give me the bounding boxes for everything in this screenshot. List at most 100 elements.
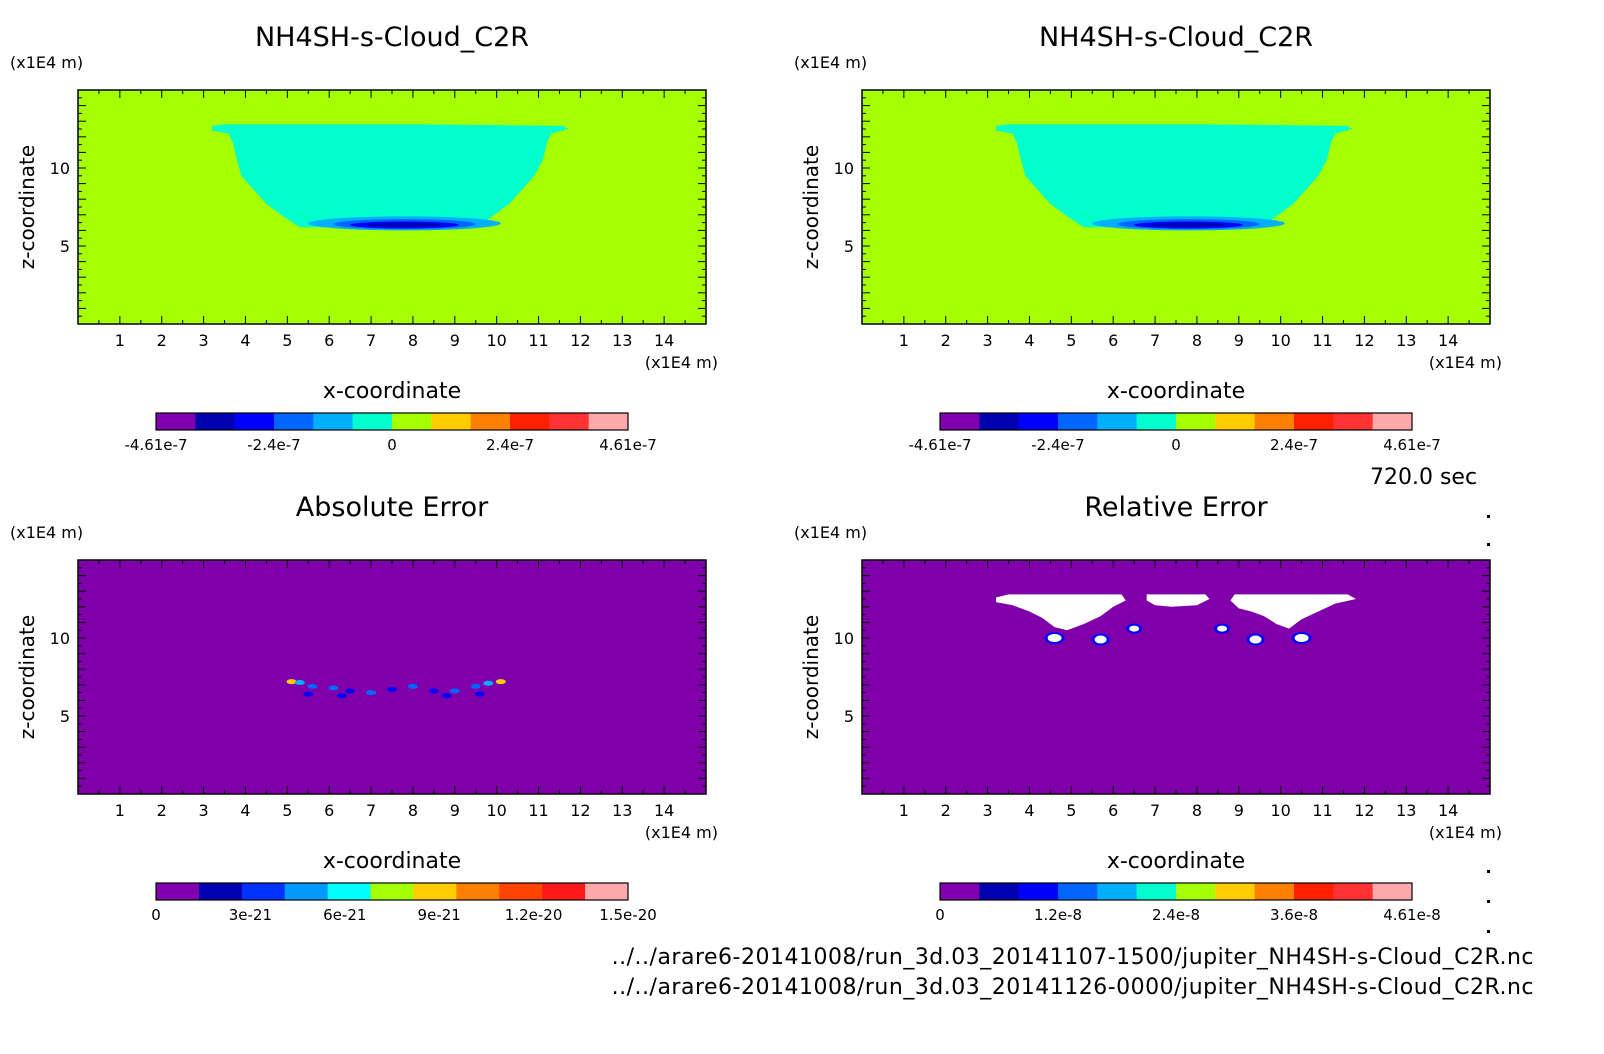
time-label: 720.0 sec (1370, 465, 1478, 490)
x-tick-label: 12 (1354, 801, 1374, 820)
colorbar-tick-label: 1.5e-20 (599, 906, 657, 924)
x-tick-label: 9 (450, 331, 460, 350)
x-tick-label: 2 (157, 801, 167, 820)
colorbar-segment (1333, 883, 1374, 900)
colorbar-segment (1176, 883, 1216, 900)
colorbar-tick-label: 2.4e-7 (1270, 436, 1318, 454)
colorbar-segment (370, 883, 414, 900)
colorbar-segment (940, 413, 980, 430)
chart-title: Absolute Error (296, 492, 489, 523)
chart-panel-4: Relative Error(x1E4 m)1 2 3 4 5 6 7 8 9 10 11 12 13 1… (794, 492, 1502, 924)
y-axis-label: z-coordinate (799, 145, 823, 269)
chart-title: NH4SH-s-Cloud_C2R (255, 22, 529, 53)
colorbar-segment (456, 883, 500, 900)
error-blob (286, 679, 297, 685)
error-blob (495, 679, 506, 685)
colorbar-segment (274, 413, 314, 430)
x-tick-label: 14 (654, 331, 674, 350)
x-tick-label: 8 (408, 801, 418, 820)
colorbar-tick-label: 4.61e-7 (1383, 436, 1441, 454)
error-spot (1249, 635, 1262, 644)
error-spot (1094, 635, 1107, 644)
colorbar-segment (549, 413, 590, 430)
chart-panel-1: NH4SH-s-Cloud_C2R(x1E4 m)1 2 3 4 5 6 7 8 9 10 11 12… (10, 22, 718, 454)
error-blob (428, 688, 439, 694)
y-tick-label: 10 (834, 629, 854, 648)
colorbar-segment (499, 883, 543, 900)
colorbar-tick-label: 1.2e-8 (1034, 906, 1082, 924)
x-tick-label: 8 (1192, 331, 1202, 350)
error-blob (483, 680, 494, 686)
marker-dot (1487, 515, 1490, 518)
undefined-region (995, 594, 1126, 631)
colorbar-segment (198, 883, 243, 900)
error-blob (387, 686, 397, 692)
colorbar-segment (413, 883, 457, 900)
colorbar-tick-label: 0 (935, 906, 945, 924)
colorbar-tick-label: 6e-21 (323, 906, 366, 924)
colorbar-segment (1018, 883, 1059, 900)
colorbar-tick-label: 0 (1171, 436, 1181, 454)
colorbar-segment (1215, 413, 1256, 430)
x-tick-label: 3 (199, 331, 209, 350)
x-tick-label: 4 (240, 801, 250, 820)
error-blob (407, 683, 418, 689)
error-blob (328, 685, 339, 691)
x-tick-label: 3 (983, 801, 993, 820)
x-tick-label: 11 (528, 331, 548, 350)
error-blob (366, 690, 377, 696)
x-tick-label: 7 (366, 801, 376, 820)
x-tick-label: 1 (899, 331, 909, 350)
colorbar-tick-label: 1.2e-20 (505, 906, 563, 924)
chart-panel-3: Absolute Error(x1E4 m)1 2 3 4 5 6 7 8 9 10 11 12 13 1… (10, 492, 718, 924)
colorbar-frame (155, 412, 629, 431)
x-tick-label: 6 (324, 331, 334, 350)
colorbar-segment (470, 413, 511, 430)
colorbar-segment (1097, 413, 1138, 430)
colorbar-segment (1254, 883, 1295, 900)
colorbar-segment (1097, 883, 1138, 900)
x-tick-label: 1 (115, 331, 125, 350)
x-tick-label: 4 (240, 331, 250, 350)
x-tick-label: 9 (1234, 331, 1244, 350)
y-tick-label: 10 (834, 159, 854, 178)
colorbar-tick-label: -4.61e-7 (909, 436, 972, 454)
x-tick-label: 13 (1396, 331, 1416, 350)
x-tick-label: 10 (486, 331, 506, 350)
colorbar-frame (939, 412, 1413, 431)
plot-background (78, 560, 706, 794)
footer-path-1: ../../arare6-20141008/run_3d.03_20141107… (611, 945, 1534, 970)
colorbar-segment (241, 883, 286, 900)
colorbar-segment (1215, 883, 1256, 900)
x-tick-label: 6 (1108, 801, 1118, 820)
x-tick-label: 5 (282, 801, 292, 820)
colorbar-segment (284, 883, 329, 900)
error-blob (307, 683, 318, 689)
x-unit-label: (x1E4 m) (645, 353, 718, 372)
marker-dot (1487, 870, 1490, 873)
x-axis-label: x-coordinate (1107, 379, 1245, 404)
colorbar-tick-label: -4.61e-7 (125, 436, 188, 454)
footer-path-2: ../../arare6-20141008/run_3d.03_20141126… (611, 975, 1534, 1000)
error-blob (470, 683, 481, 689)
colorbar-segment (979, 883, 1020, 900)
colorbar-segment (940, 883, 980, 900)
x-axis-label: x-coordinate (323, 849, 461, 874)
colorbar-segment (1372, 413, 1413, 430)
x-tick-label: 2 (941, 331, 951, 350)
colorbar-tick-label: 9e-21 (418, 906, 461, 924)
error-spot (1047, 634, 1062, 642)
y-axis-label: z-coordinate (15, 145, 39, 269)
colorbar-segment (1058, 413, 1098, 430)
x-tick-label: 4 (1024, 801, 1034, 820)
colorbar-segment (1372, 883, 1413, 900)
x-tick-label: 13 (1396, 801, 1416, 820)
colorbar-segment (234, 413, 275, 430)
colorbar-segment (1176, 413, 1216, 430)
x-tick-label: 12 (570, 331, 590, 350)
chart-title: NH4SH-s-Cloud_C2R (1039, 22, 1313, 53)
colorbar-segment (1254, 413, 1295, 430)
cloud-base-contour (1150, 222, 1227, 227)
x-tick-label: 12 (1354, 331, 1374, 350)
colorbar-segment (1294, 413, 1334, 430)
